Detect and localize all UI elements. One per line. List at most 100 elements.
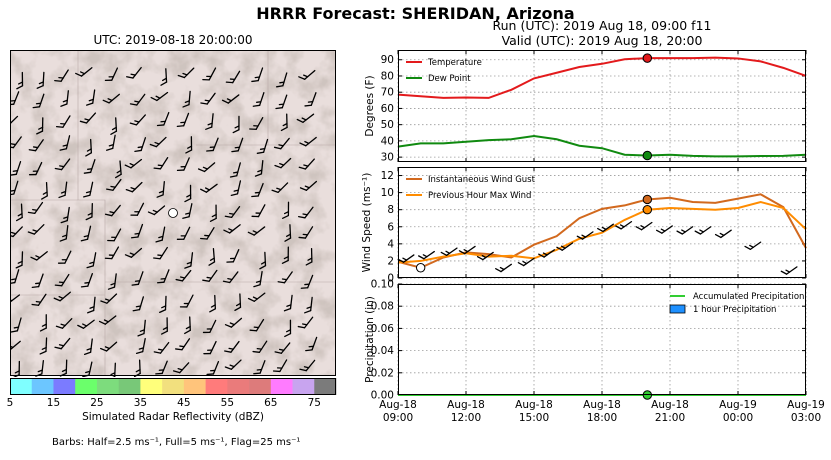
map-wind-barb <box>99 341 118 352</box>
map-wind-barb <box>86 89 96 106</box>
colorbar-cell <box>75 378 98 395</box>
map-wind-barb <box>134 137 147 152</box>
legend-label: 1 hour Precipitation <box>693 305 776 315</box>
y-tick-label: 12 <box>381 170 394 182</box>
map-wind-barb <box>284 224 292 242</box>
map-wind-barb <box>247 226 266 236</box>
map-wind-barb <box>200 227 215 240</box>
map-wind-barb <box>83 159 96 174</box>
map-wind-barb <box>57 250 72 264</box>
map-wind-barb <box>200 183 218 193</box>
map-wind-barb <box>296 113 315 123</box>
colorbar-cell <box>292 378 315 395</box>
map-wind-barb <box>223 224 241 234</box>
station-wind-barb <box>556 242 574 251</box>
map-wind-barb <box>298 158 315 170</box>
map-wind-barb <box>106 178 122 191</box>
map-wind-barb <box>253 270 263 288</box>
map-wind-barb <box>130 223 144 239</box>
map-wind-barb <box>87 296 96 314</box>
colorbar <box>10 378 337 395</box>
legend-label: Temperature <box>427 58 482 68</box>
station-wind-barb <box>714 229 732 239</box>
station-wind-barb <box>397 254 415 263</box>
map-wind-barb <box>55 115 71 128</box>
panel-wind: 0 2 4 6 8 10 12 Wind Speed (ms⁻¹) Instantaneous … <box>361 167 807 285</box>
map-wind-barb <box>249 117 264 130</box>
map-wind-barb <box>15 203 23 222</box>
map-wind-barb <box>54 69 69 82</box>
map-wind-barb <box>177 67 195 79</box>
map-wind-barb <box>275 94 288 110</box>
map-wind-barb <box>110 117 118 136</box>
map-wind-barb <box>202 269 218 282</box>
colorbar-tick-label: 5 <box>6 397 14 409</box>
map-wind-barb <box>131 271 144 286</box>
map-wind-barb <box>124 247 143 258</box>
map-wind-barb <box>107 228 122 242</box>
map-wind-barb <box>298 206 314 219</box>
map-wind-barb <box>155 226 166 243</box>
colorbar-tick-label: 65 <box>264 397 278 409</box>
map-wind-barb <box>185 136 193 154</box>
colorbar-tick-label: 15 <box>46 397 61 409</box>
map-wind-barbs <box>10 66 318 377</box>
map-wind-barb <box>176 157 190 172</box>
map-wind-barb <box>224 206 241 218</box>
legend-label: Instantaneous Wind Gust <box>428 175 536 185</box>
series-marker <box>642 150 653 161</box>
map-wind-barb <box>179 294 194 308</box>
y-tick-label: 0.06 <box>371 323 395 335</box>
map-wind-barb <box>225 70 241 84</box>
map-wind-barb <box>298 226 314 239</box>
colorbar-cell <box>227 378 250 395</box>
map-wind-barb <box>54 273 70 287</box>
map-wind-barb <box>300 274 314 289</box>
map-wind-barb <box>202 319 217 334</box>
panel-temperature: 30 40 50 60 70 80 90 Degrees (F) Temperature Dew … <box>364 50 807 164</box>
map-wind-barb <box>282 201 290 219</box>
station-wind-barb <box>517 257 535 267</box>
colorbar-cell <box>10 378 33 395</box>
map-wind-barb <box>252 340 268 353</box>
map-wind-barb <box>175 338 191 351</box>
legend-label: Dew Point <box>428 74 471 84</box>
map-wind-barb <box>150 91 169 102</box>
map-wind-barb <box>305 336 318 352</box>
station-wind-barb <box>780 266 798 275</box>
map-wind-barb <box>105 134 116 151</box>
map-wind-barb <box>222 271 239 284</box>
map-wind-barb <box>86 252 97 269</box>
y-tick-label: 0.04 <box>371 345 395 357</box>
map-wind-barb <box>115 160 122 179</box>
map-wind-barb <box>221 94 240 104</box>
map-wind-barb <box>27 201 44 214</box>
map-wind-barb <box>10 161 22 176</box>
map-wind-barb <box>251 204 266 218</box>
map-wind-barb <box>176 226 191 240</box>
map-wind-barb <box>208 248 216 266</box>
map-wind-barb <box>16 71 24 90</box>
x-tick-label: Aug-18 <box>651 399 689 411</box>
map-wind-barb <box>184 252 194 269</box>
legend-swatch <box>669 304 686 314</box>
map-wind-barb <box>206 360 220 376</box>
map-time-title: UTC: 2019-08-18 20:00:00 <box>93 33 253 47</box>
map-wind-barb <box>175 269 192 282</box>
station-wind-barb <box>655 225 673 234</box>
map-wind-barb <box>153 341 170 354</box>
station-wind-barb <box>476 251 494 261</box>
map-wind-barb <box>147 205 166 216</box>
y-tick-label: 0 <box>387 273 394 285</box>
map-wind-barb <box>160 317 168 335</box>
y-tick-label: 40 <box>381 135 394 147</box>
map-wind-barb <box>39 337 48 355</box>
y-axis-label: Degrees (F) <box>364 75 376 136</box>
y-tick-label: 0.02 <box>371 367 394 379</box>
station-marker <box>168 208 178 218</box>
map-wind-barb <box>253 360 266 375</box>
map-wind-barb <box>54 337 71 350</box>
map-wind-barb <box>85 202 93 221</box>
map-wind-barb <box>104 246 120 260</box>
map-wind-barb <box>156 269 170 284</box>
